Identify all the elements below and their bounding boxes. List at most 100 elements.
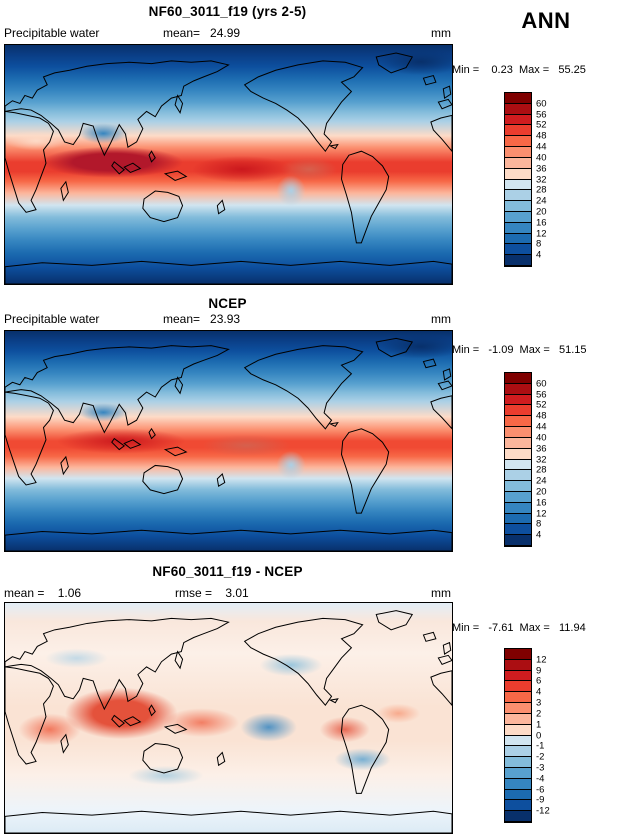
colorbar-tick-label: 1 — [536, 718, 542, 730]
colorbar-tick-label: 40 — [536, 152, 547, 164]
panel3-minmax-label: Min = -7.61 Max = 11.94 — [452, 622, 586, 634]
colorbar-tick-label: -12 — [536, 805, 550, 817]
panel2-colorbar: 60 56 52 48 44 40 36 32 28 24 20 16 12 8 4 — [504, 372, 547, 547]
colorbar-tick-label: 28 — [536, 464, 547, 476]
colorbar-tick-label: 56 — [536, 388, 547, 400]
colorbar-cell — [505, 416, 531, 428]
panel1-units-label: mm — [431, 26, 451, 40]
colorbar-tick-label: 24 — [536, 475, 547, 487]
colorbar-cell — [505, 383, 531, 395]
panel3-colorbar: 12 9 6 4 3 2 1 0 -1 -2 -3 -4 -6 -9 -12 — [504, 648, 550, 823]
colorbar-cell — [505, 735, 531, 747]
coastlines — [5, 610, 452, 833]
colorbar-cell — [505, 427, 531, 438]
colorbar-tick-label: 32 — [536, 173, 547, 185]
colorbar-cell — [505, 524, 531, 536]
colorbar-tick-label: 56 — [536, 108, 547, 120]
panel1-mean-label: mean= 24.99 — [163, 26, 241, 40]
colorbar-cell — [505, 437, 531, 449]
colorbar-tick-label: 16 — [536, 497, 547, 508]
colorbar-tick-label: 24 — [536, 195, 547, 207]
colorbar-cell — [505, 746, 531, 758]
colorbar-cell — [505, 459, 531, 471]
colorbar-tick-label: 2 — [536, 708, 542, 720]
colorbar-tick-label: 8 — [536, 518, 542, 530]
panel3-mean-label: mean = 1.06 — [4, 586, 82, 600]
colorbar-cell — [505, 757, 531, 768]
colorbar-tick-label: 9 — [536, 664, 542, 676]
colorbar-tick-label: 4 — [536, 529, 542, 541]
colorbar-tick-label: 52 — [536, 119, 547, 131]
coastlines — [5, 52, 452, 284]
colorbar-cell — [505, 244, 531, 256]
colorbar-tick-label: 52 — [536, 399, 547, 411]
colorbar-tick-label: 4 — [536, 249, 542, 261]
map-difference — [4, 602, 453, 834]
colorbar-cell — [505, 724, 531, 736]
colorbar-cell — [505, 535, 531, 546]
colorbar-cell — [505, 800, 531, 812]
colorbar-cell — [505, 649, 531, 660]
colorbar-tick-label: 8 — [536, 238, 542, 250]
colorbar-cell — [505, 233, 531, 245]
colorbar-tick-label: -4 — [536, 773, 545, 784]
colorbar-tick-label: 20 — [536, 486, 547, 498]
colorbar-cell — [505, 211, 531, 223]
colorbar-cell — [505, 179, 531, 191]
colorbar-cell — [505, 201, 531, 212]
colorbar-cell — [505, 681, 531, 693]
colorbar-cell — [505, 491, 531, 503]
colorbar-cell — [505, 157, 531, 169]
colorbar-tick-label: -2 — [536, 751, 545, 763]
colorbar-cell — [505, 114, 531, 126]
colorbar-cell — [505, 103, 531, 115]
colorbar-cell — [505, 448, 531, 460]
colorbar-tick-label: -6 — [536, 783, 545, 795]
colorbar-cell — [505, 670, 531, 682]
panel1-variable-label: Precipitable water — [4, 26, 100, 40]
panel1-colorbar: 60 56 52 48 44 40 36 32 28 24 20 16 12 8 4 — [504, 92, 547, 267]
panel3-title: NF60_3011_f19 - NCEP — [152, 564, 303, 579]
colorbar-cell — [505, 811, 531, 822]
colorbar-cell — [505, 405, 531, 417]
panel3-units-label: mm — [431, 586, 451, 600]
colorbar-cell — [505, 255, 531, 266]
colorbar-cell — [505, 789, 531, 801]
colorbar-cell — [505, 778, 531, 790]
panel2-units-label: mm — [431, 312, 451, 326]
map-ncep-precipitable-water — [4, 330, 453, 552]
colorbar-tick-label: 44 — [536, 421, 547, 433]
colorbar-tick-label: 36 — [536, 162, 547, 174]
colorbar-tick-label: 28 — [536, 184, 547, 196]
colorbar-tick-label: 36 — [536, 442, 547, 454]
colorbar-tick-label: 48 — [536, 410, 547, 422]
colorbar-tick-label: 32 — [536, 453, 547, 465]
colorbar-cell — [505, 190, 531, 202]
colorbar-cell — [505, 125, 531, 137]
colorbar-tick-label: 12 — [536, 654, 547, 666]
colorbar-cell — [505, 147, 531, 158]
colorbar-cell — [505, 659, 531, 671]
colorbar-tick-label: 6 — [536, 675, 542, 687]
colorbar-cell — [505, 394, 531, 406]
colorbar-cell — [505, 168, 531, 180]
colorbar-cell — [505, 373, 531, 384]
colorbar-tick-label: 60 — [536, 378, 547, 390]
colorbar-cell — [505, 513, 531, 525]
season-label: ANN — [521, 8, 571, 33]
colorbar-cell — [505, 703, 531, 714]
colorbar-tick-label: 48 — [536, 130, 547, 142]
panel1-title: NF60_3011_f19 (yrs 2-5) — [148, 4, 307, 19]
colorbar-tick-label: 20 — [536, 206, 547, 218]
colorbar-tick-label: 44 — [536, 141, 547, 153]
colorbar-tick-label: 16 — [536, 217, 547, 228]
colorbar-tick-label: 12 — [536, 227, 547, 239]
colorbar-tick-label: -3 — [536, 762, 545, 774]
colorbar-cell — [505, 222, 531, 234]
colorbar-tick-label: -1 — [536, 740, 545, 752]
panel2-minmax-label: Min = -1.09 Max = 51.15 — [452, 344, 587, 356]
panel1-minmax-label: Min = 0.23 Max = 55.25 — [452, 64, 586, 76]
colorbar-cell — [505, 481, 531, 492]
colorbar-cell — [505, 136, 531, 148]
colorbar-cell — [505, 470, 531, 482]
